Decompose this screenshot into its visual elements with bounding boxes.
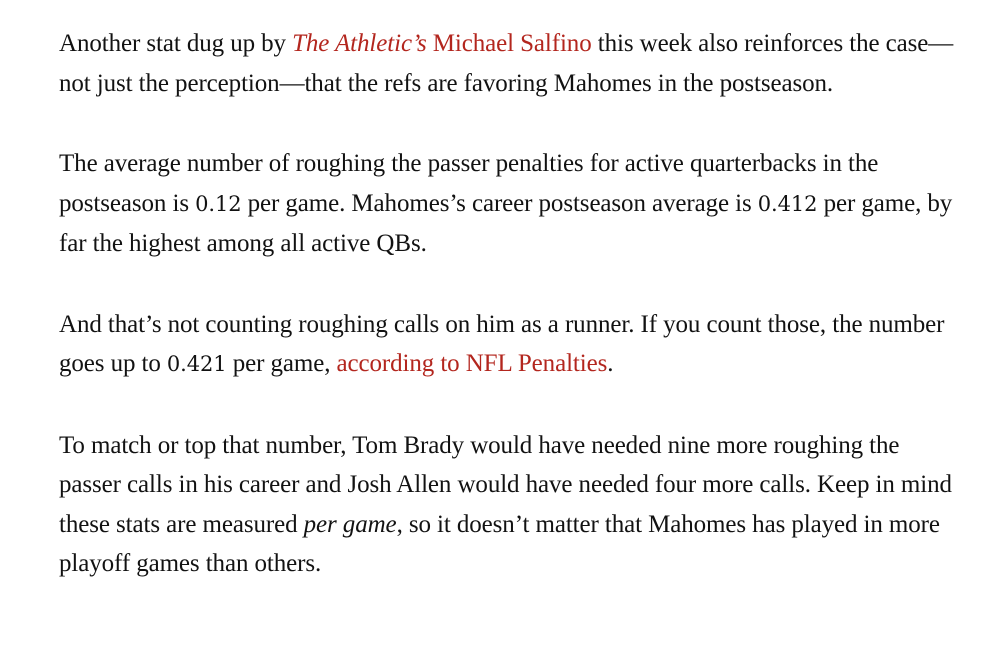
p3-text-2: per game, (226, 350, 337, 377)
p3-text-3: . (607, 350, 614, 377)
p4-text-1: To match or top that number, Tom Brady w… (59, 431, 952, 538)
the-athletic-link-text: The Athletic’s (292, 30, 427, 57)
p2-stat-mahomes-average: 0.412 (757, 191, 818, 216)
p1-text-2: this week also reinforces the case—not j… (59, 30, 954, 97)
michael-salfino-link-text: Michael Salfino (432, 30, 592, 57)
paragraph-1: Another stat dug up by The Athletic’s Mi… (59, 24, 960, 103)
p2-stat-active-qb-average: 0.12 (195, 191, 242, 216)
article-body: Another stat dug up by The Athletic’s Mi… (59, 24, 960, 584)
paragraph-2: The average number of roughing the passe… (59, 144, 960, 264)
p4-text-2: , so it doesn’t matter that Mahomes has … (59, 510, 940, 578)
p2-text-2: per game. Mahomes’s career postseason av… (241, 189, 758, 217)
p1-text-1: Another stat dug up by (59, 30, 293, 57)
paragraph-3: And that’s not counting roughing calls o… (59, 305, 960, 385)
the-athletic-link[interactable]: The Athletic’s Michael Salfino (292, 30, 592, 57)
p2-text-3: per game, by far the highest among all a… (59, 189, 953, 258)
p4-emphasis: per game (303, 510, 397, 538)
nfl-penalties-link[interactable]: according to NFL Penalties (336, 350, 608, 377)
p2-text-1: The average number of roughing the passe… (59, 150, 879, 217)
p3-stat-with-runner: 0.421 (166, 352, 227, 376)
p3-text-1: And that’s not counting roughing calls o… (59, 310, 945, 378)
paragraph-4: To match or top that number, Tom Brady w… (59, 426, 960, 584)
